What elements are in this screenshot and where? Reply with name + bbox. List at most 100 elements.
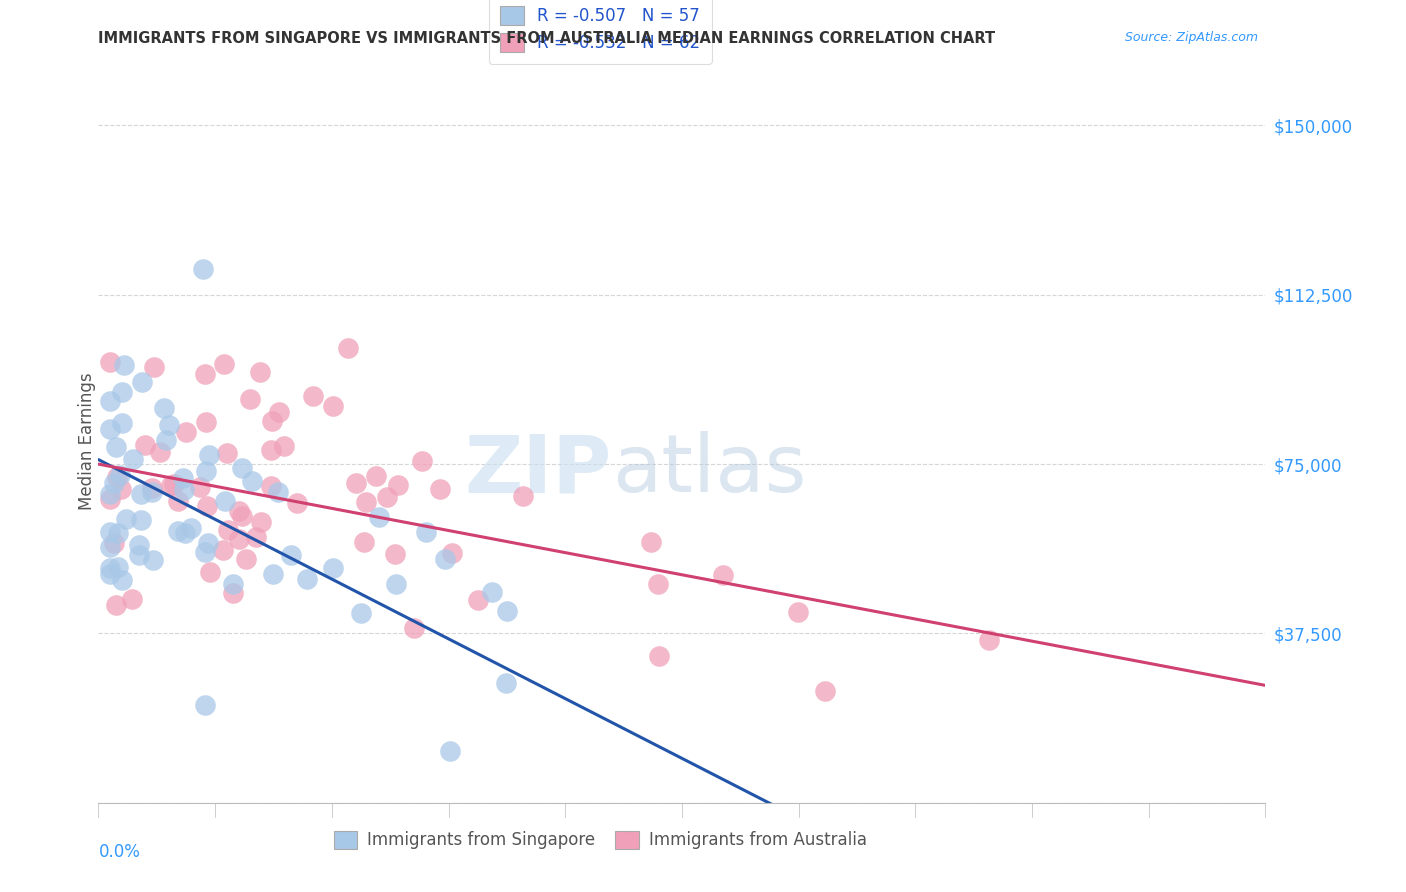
Point — [197, 536, 219, 550]
Point — [440, 546, 463, 560]
Point — [260, 478, 283, 492]
Point — [439, 744, 461, 758]
Point — [103, 536, 125, 550]
Point — [98, 561, 121, 575]
Point — [262, 566, 284, 581]
Point — [121, 591, 143, 606]
Point — [128, 538, 150, 552]
Point — [367, 509, 389, 524]
Point — [198, 448, 221, 462]
Point — [402, 621, 425, 635]
Point — [429, 482, 451, 496]
Point — [128, 548, 150, 562]
Point — [111, 574, 134, 588]
Point — [648, 648, 671, 663]
Text: 0.0%: 0.0% — [98, 843, 141, 861]
Point — [239, 392, 262, 406]
Point — [167, 524, 190, 538]
Point — [322, 561, 344, 575]
Point — [215, 446, 238, 460]
Point — [245, 530, 267, 544]
Point — [814, 684, 837, 698]
Legend: Immigrants from Singapore, Immigrants from Australia: Immigrants from Singapore, Immigrants fr… — [328, 824, 873, 856]
Point — [142, 553, 165, 567]
Point — [122, 451, 145, 466]
Point — [231, 509, 253, 524]
Point — [129, 487, 152, 501]
Point — [235, 551, 257, 566]
Point — [107, 526, 129, 541]
Point — [249, 365, 271, 379]
Point — [129, 512, 152, 526]
Point — [104, 440, 127, 454]
Point — [375, 490, 398, 504]
Point — [115, 511, 138, 525]
Point — [212, 357, 235, 371]
Point — [481, 585, 503, 599]
Point — [280, 548, 302, 562]
Point — [384, 548, 406, 562]
Text: atlas: atlas — [612, 432, 806, 509]
Point — [176, 425, 198, 439]
Point — [194, 465, 217, 479]
Point — [346, 476, 368, 491]
Point — [647, 577, 669, 591]
Point — [98, 355, 121, 369]
Point — [107, 559, 129, 574]
Point — [366, 469, 388, 483]
Point — [240, 474, 263, 488]
Point — [787, 605, 810, 619]
Point — [353, 535, 375, 549]
Point — [98, 393, 121, 408]
Point — [134, 437, 156, 451]
Point — [228, 504, 250, 518]
Point — [174, 525, 197, 540]
Point — [180, 521, 202, 535]
Point — [217, 523, 239, 537]
Point — [231, 460, 253, 475]
Point — [172, 470, 194, 484]
Point — [285, 495, 308, 509]
Text: ZIP: ZIP — [464, 432, 612, 509]
Point — [322, 399, 344, 413]
Text: IMMIGRANTS FROM SINGAPORE VS IMMIGRANTS FROM AUSTRALIA MEDIAN EARNINGS CORRELATI: IMMIGRANTS FROM SINGAPORE VS IMMIGRANTS … — [98, 31, 995, 46]
Point — [143, 359, 166, 374]
Point — [267, 405, 290, 419]
Point — [188, 480, 211, 494]
Point — [195, 500, 218, 514]
Point — [98, 524, 121, 539]
Point — [350, 606, 373, 620]
Point — [387, 477, 409, 491]
Point — [356, 494, 378, 508]
Point — [711, 567, 734, 582]
Point — [191, 261, 214, 276]
Point — [98, 540, 121, 554]
Text: Source: ZipAtlas.com: Source: ZipAtlas.com — [1125, 31, 1258, 45]
Point — [273, 439, 295, 453]
Point — [467, 593, 489, 607]
Point — [512, 489, 534, 503]
Point — [98, 492, 121, 507]
Point — [195, 415, 218, 429]
Point — [411, 454, 433, 468]
Point — [228, 533, 250, 547]
Point — [160, 478, 183, 492]
Point — [337, 341, 360, 355]
Point — [295, 573, 318, 587]
Point — [148, 444, 170, 458]
Point — [103, 475, 125, 490]
Point — [100, 566, 122, 581]
Point — [194, 545, 217, 559]
Point — [496, 604, 519, 618]
Point — [222, 577, 245, 591]
Point — [173, 483, 195, 497]
Point — [977, 632, 1000, 647]
Point — [155, 433, 177, 447]
Point — [434, 552, 457, 566]
Point — [194, 698, 217, 712]
Point — [194, 367, 217, 381]
Point — [301, 389, 323, 403]
Point — [141, 482, 163, 496]
Point — [163, 476, 186, 491]
Y-axis label: Median Earnings: Median Earnings — [79, 373, 96, 510]
